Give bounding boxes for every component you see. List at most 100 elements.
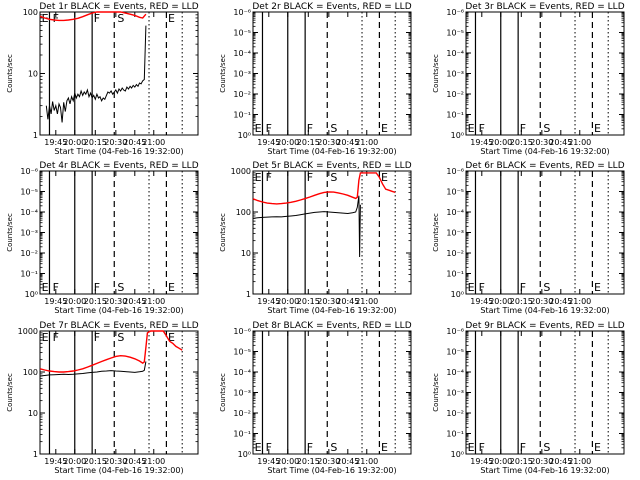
y-tick-label: 10⁻³ xyxy=(446,389,464,398)
flag-letter: F xyxy=(307,441,313,454)
detector-panel-7: Det 7r BLACK = Events, RED = LLD 1 10 100 10… xyxy=(6,321,199,475)
y-axis-label: Counts/sec xyxy=(432,373,440,412)
flag-letter: E xyxy=(255,441,262,454)
series-lld-line xyxy=(252,172,396,205)
flag-letter: E xyxy=(594,441,601,454)
x-tick-label: 19:45 xyxy=(470,138,493,147)
x-tick-label: 21:00 xyxy=(355,138,378,147)
y-tick-label: 10⁻⁵ xyxy=(446,348,464,357)
y-axis-label: Counts/sec xyxy=(432,54,440,93)
x-tick-label: 19:45 xyxy=(257,138,280,147)
flag-letter: F xyxy=(266,122,272,135)
flag-letter: E xyxy=(381,171,388,184)
y-tick-label: 10⁻¹ xyxy=(20,270,38,279)
x-tick-label: 20:00 xyxy=(63,457,86,466)
y-tick-label: 10⁻⁶ xyxy=(20,167,38,176)
x-tick-label: 19:45 xyxy=(44,138,67,147)
x-tick-label: 20:45 xyxy=(336,457,359,466)
y-tick-label: 10⁻⁴ xyxy=(20,208,38,217)
x-tick-label: 20:45 xyxy=(336,297,359,306)
x-tick-label: 20:15 xyxy=(297,297,320,306)
flag-letter: F xyxy=(307,122,313,135)
y-tick-label: 1 xyxy=(33,450,38,459)
y-tick-label: 10⁻² xyxy=(20,249,38,258)
y-tick-label: 10⁻² xyxy=(446,90,464,99)
x-tick-label: 20:00 xyxy=(276,457,299,466)
y-tick-label: 10⁰ xyxy=(451,450,464,459)
x-tick-label: 20:30 xyxy=(104,138,127,147)
x-tick-label: 21:00 xyxy=(142,138,165,147)
flag-letter: E xyxy=(594,281,601,294)
x-tick-label: 21:00 xyxy=(355,457,378,466)
x-tick-label: 21:00 xyxy=(568,138,591,147)
x-tick-label: 20:30 xyxy=(530,457,553,466)
flag-letter: S xyxy=(117,12,124,25)
x-tick-label: 19:45 xyxy=(44,297,67,306)
flag-letter: E xyxy=(42,331,49,344)
x-tick-label: 20:45 xyxy=(123,457,146,466)
y-tick-label: 10 xyxy=(28,70,38,79)
y-axis-label: Counts/sec xyxy=(219,373,227,412)
panel-title: Det 3r BLACK = Events, RED = LLD xyxy=(465,2,624,12)
detector-panel-8: Det 8r BLACK = Events, RED = LLD 10⁰ 10⁻¹ 1… xyxy=(219,321,412,475)
series-events-line xyxy=(45,25,147,123)
flag-letter: E xyxy=(42,281,49,294)
flag-letter: E xyxy=(255,122,262,135)
y-tick-label: 10⁻¹ xyxy=(446,111,464,120)
flag-letter: E xyxy=(468,122,475,135)
y-tick-label: 10⁰ xyxy=(238,131,251,140)
x-tick-label: 20:15 xyxy=(84,457,107,466)
flag-letter: S xyxy=(117,331,124,344)
x-axis-label: Start Time (04-Feb-16 19:32:00) xyxy=(54,147,183,156)
flag-letter: F xyxy=(94,281,100,294)
x-tick-label: 21:00 xyxy=(142,457,165,466)
flag-letter: E xyxy=(168,281,175,294)
flag-letter: F xyxy=(94,12,100,25)
x-tick-label: 20:00 xyxy=(276,297,299,306)
y-tick-label: 10⁻² xyxy=(446,409,464,418)
y-tick-label: 10⁻⁴ xyxy=(233,49,251,58)
x-tick-label: 21:00 xyxy=(142,297,165,306)
x-tick-label: 20:30 xyxy=(317,138,340,147)
y-tick-label: 10⁻⁶ xyxy=(446,167,464,176)
flag-letter: E xyxy=(468,281,475,294)
panel-title: Det 6r BLACK = Events, RED = LLD xyxy=(465,161,624,171)
x-tick-label: 21:00 xyxy=(568,297,591,306)
x-axis-label: Start Time (04-Feb-16 19:32:00) xyxy=(54,306,183,315)
x-tick-label: 19:45 xyxy=(470,457,493,466)
x-tick-label: 20:45 xyxy=(123,297,146,306)
x-tick-label: 20:45 xyxy=(336,138,359,147)
detector-panel-4: Det 4r BLACK = Events, RED = LLD 10⁰ 10⁻¹ 1… xyxy=(6,161,199,315)
x-tick-label: 19:45 xyxy=(257,457,280,466)
flag-letter: E xyxy=(168,12,175,25)
y-tick-label: 10⁻¹ xyxy=(233,111,251,120)
plot-frame xyxy=(39,330,199,455)
flag-letter: E xyxy=(381,122,388,135)
y-tick-label: 10⁻⁵ xyxy=(233,29,251,38)
y-tick-label: 10⁻² xyxy=(233,409,251,418)
x-tick-label: 20:00 xyxy=(489,138,512,147)
y-tick-label: 10⁻⁵ xyxy=(446,29,464,38)
x-tick-label: 20:15 xyxy=(84,297,107,306)
detector-panel-3: Det 3r BLACK = Events, RED = LLD 10⁰ 10⁻¹ 1… xyxy=(432,2,625,156)
plot-frame xyxy=(39,11,199,136)
x-tick-label: 20:00 xyxy=(63,138,86,147)
x-tick-label: 20:45 xyxy=(549,457,572,466)
y-axis-label: Counts/sec xyxy=(6,213,14,252)
flag-letter: F xyxy=(266,171,272,184)
panel-title: Det 2r BLACK = Events, RED = LLD xyxy=(252,2,411,12)
x-axis-label: Start Time (04-Feb-16 19:32:00) xyxy=(54,466,183,475)
series-events-line xyxy=(252,195,361,258)
x-tick-label: 20:30 xyxy=(104,457,127,466)
x-tick-label: 19:45 xyxy=(470,297,493,306)
x-axis-label: Start Time (04-Feb-16 19:32:00) xyxy=(480,147,609,156)
flag-letter: E xyxy=(594,122,601,135)
y-tick-label: 1 xyxy=(246,290,251,299)
flag-letter: S xyxy=(117,281,124,294)
flag-letter: F xyxy=(520,441,526,454)
panel-title: Det 7r BLACK = Events, RED = LLD xyxy=(39,321,198,331)
x-axis-label: Start Time (04-Feb-16 19:32:00) xyxy=(480,306,609,315)
flag-letter: F xyxy=(53,281,59,294)
y-axis-label: Counts/sec xyxy=(6,54,14,93)
